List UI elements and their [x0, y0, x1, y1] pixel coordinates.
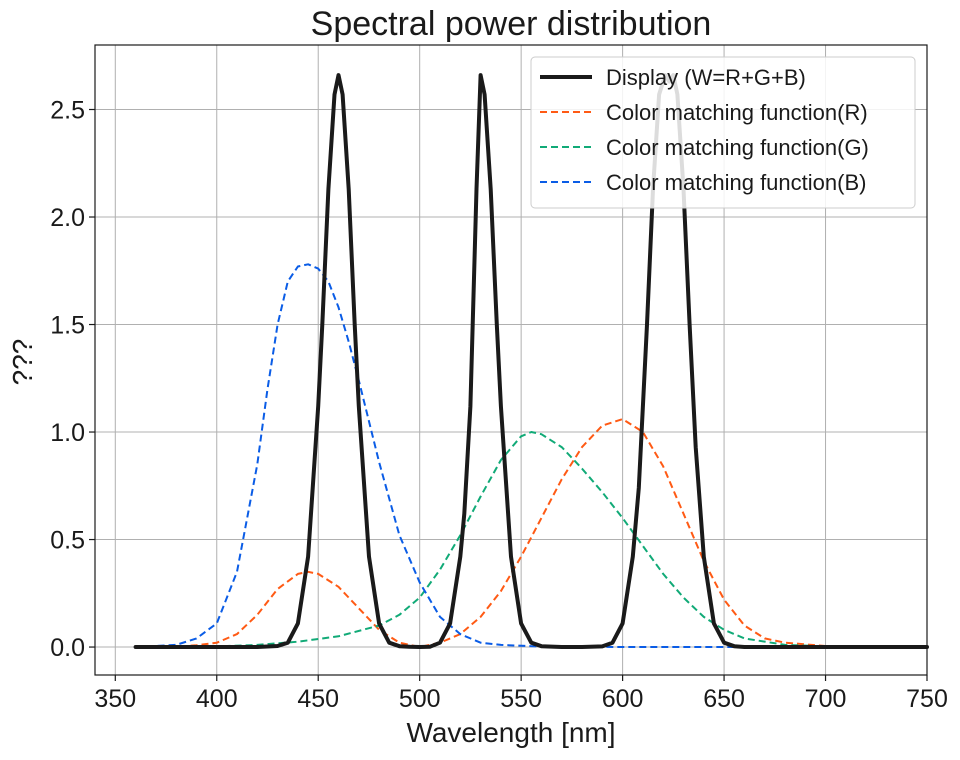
x-tick-label: 700	[805, 685, 847, 713]
x-tick-label: 750	[906, 685, 948, 713]
x-tick-label: 550	[500, 685, 542, 713]
x-tick-label: 500	[399, 685, 441, 713]
legend-entries: Display (W=R+G+B) Color matching function…	[540, 65, 869, 195]
y-tick-label: 2.0	[50, 204, 85, 232]
chart-title: Spectral power distribution	[311, 5, 712, 43]
series-line-2	[135, 431, 928, 648]
tick-layer: 350 400 450 500 550 600 650 700 750 0.0 0.5 1.0 1.5 2…	[50, 97, 948, 713]
x-tick-label: 350	[94, 685, 136, 713]
y-tick-label: 1.5	[50, 312, 85, 340]
y-tick-label: 0.0	[50, 634, 85, 662]
plot-frame	[94, 44, 928, 676]
x-axis-label: Wavelength [nm]	[406, 717, 615, 748]
series-layer	[133, 73, 929, 649]
legend-box	[530, 56, 916, 209]
series-line-1	[135, 418, 928, 648]
x-tick-label: 650	[703, 685, 745, 713]
legend-label-2: Color matching function(G)	[606, 135, 869, 160]
series-line-0	[133, 73, 929, 649]
legend-label-0: Display (W=R+G+B)	[606, 65, 806, 90]
series-line-3	[135, 263, 927, 648]
legend: Display (W=R+G+B) Color matching function…	[530, 56, 916, 209]
x-tick-label: 600	[602, 685, 644, 713]
y-tick-label: 2.5	[50, 97, 85, 125]
y-axis-label: ???	[7, 339, 38, 386]
y-tick-label: 0.5	[50, 527, 85, 555]
legend-label-1: Color matching function(R)	[606, 100, 868, 125]
x-tick-label: 400	[196, 685, 238, 713]
x-tick-label: 450	[297, 685, 339, 713]
legend-label-3: Color matching function(B)	[606, 170, 866, 195]
y-tick-label: 1.0	[50, 419, 85, 447]
